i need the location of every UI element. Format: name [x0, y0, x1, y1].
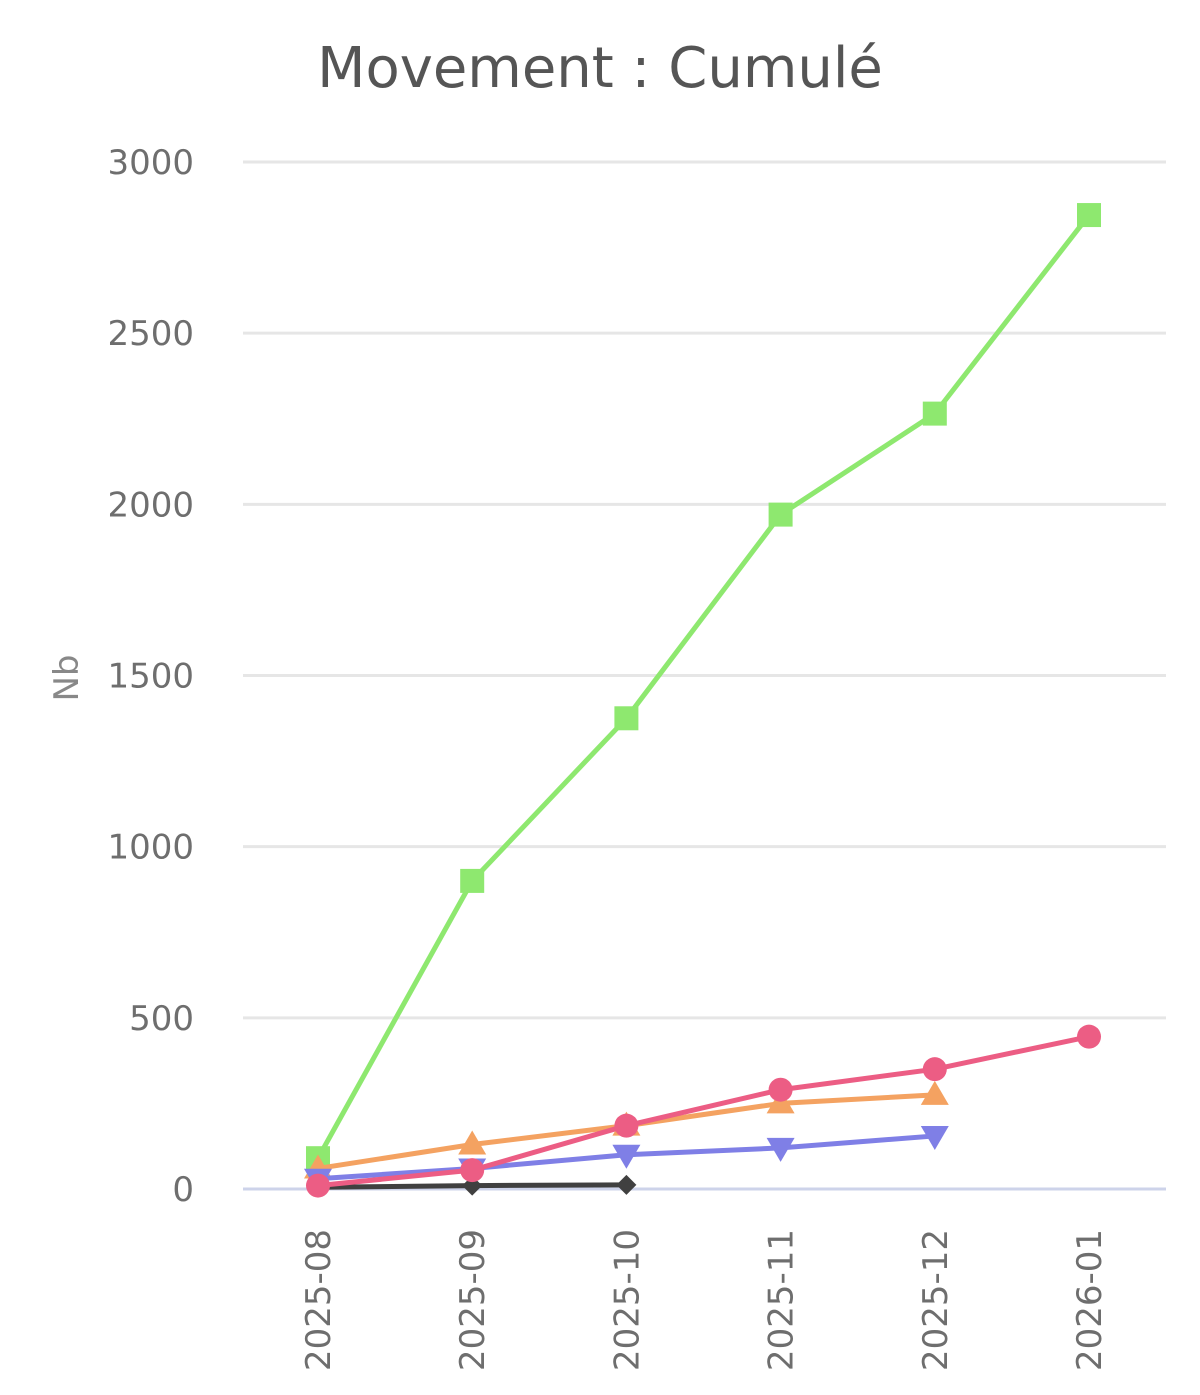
y-tick-label: 500 [129, 999, 194, 1039]
series-line [315, 213, 1091, 1160]
y-tick-label: 2000 [107, 485, 194, 525]
x-tick-label: 2025-11 [762, 1229, 802, 1371]
y-tick-label: 3000 [107, 143, 194, 183]
data-point [922, 1057, 947, 1082]
y-tick-label: 1500 [107, 657, 194, 697]
data-point [920, 1080, 949, 1105]
data-point [460, 1158, 485, 1183]
data-point [612, 1144, 641, 1169]
y-tick-label: 0 [172, 1170, 194, 1210]
x-tick-label: 2025-10 [607, 1229, 647, 1371]
grid-layer [243, 160, 1166, 1191]
data-point [1077, 203, 1101, 228]
data-point [768, 502, 793, 527]
series-line [317, 1034, 1090, 1189]
data-point [922, 401, 947, 426]
data-point [306, 1173, 330, 1198]
series-1 [306, 203, 1101, 1171]
y-tick-label: 1000 [107, 828, 194, 868]
series-5 [306, 1024, 1101, 1198]
data-point [614, 1113, 639, 1138]
data-point [458, 1130, 487, 1155]
data-point [614, 706, 639, 731]
x-tick-label: 2025-09 [453, 1229, 493, 1371]
data-point [920, 1125, 949, 1150]
chart-title: Movement : Cumulé [317, 36, 883, 101]
x-tick-label: 2026-01 [1070, 1229, 1110, 1371]
y-tick-label: 2500 [107, 314, 194, 354]
x-tick-label: 2025-12 [916, 1229, 956, 1371]
y-axis-label: Nb [47, 654, 87, 701]
x-tick-label: 2025-08 [299, 1229, 339, 1371]
axis-layer: 0 500 1000 1500 2000 2500 3000 2025-08 2025-09 20… [107, 143, 1110, 1371]
data-point [1077, 1024, 1101, 1049]
data-point [616, 1174, 637, 1195]
data-point [768, 1077, 793, 1102]
data-point [460, 868, 485, 893]
series-layer [304, 203, 1101, 1198]
data-point [766, 1137, 795, 1162]
